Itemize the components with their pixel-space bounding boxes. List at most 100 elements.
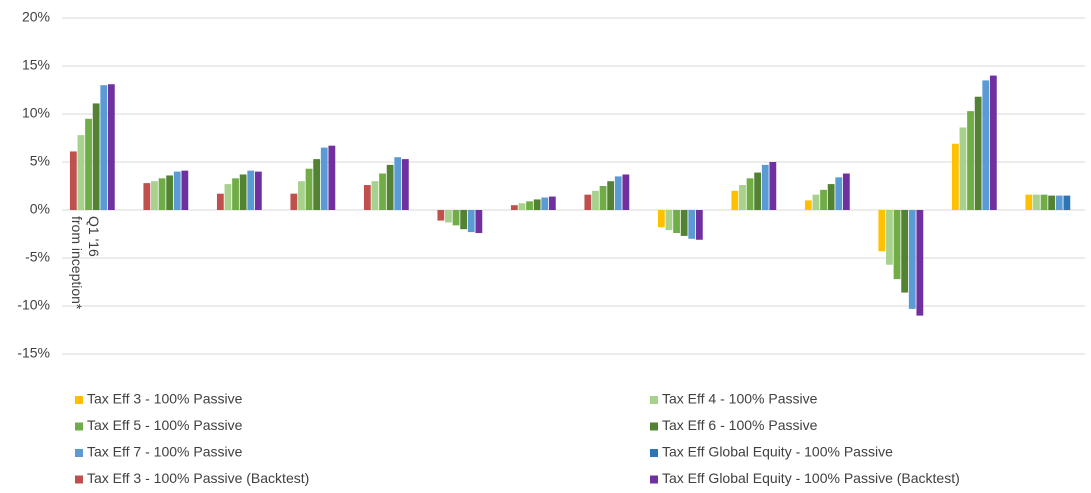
bar <box>982 80 990 211</box>
bar <box>475 210 483 234</box>
bar <box>886 210 893 265</box>
bar <box>69 151 77 210</box>
y-tick-label: 15% <box>22 57 50 73</box>
bar <box>688 210 696 239</box>
bar <box>592 190 599 210</box>
bar <box>445 210 452 223</box>
bar <box>254 171 262 210</box>
bar <box>622 174 630 210</box>
legend-swatch <box>650 449 658 457</box>
bar <box>820 189 827 210</box>
bar <box>181 170 189 210</box>
bar <box>959 127 967 210</box>
bar <box>769 162 777 210</box>
bar <box>526 201 533 210</box>
bar <box>224 184 232 210</box>
bar <box>533 199 541 210</box>
bar <box>1033 194 1040 210</box>
bar <box>151 181 158 210</box>
bar <box>599 186 607 210</box>
bar <box>1048 195 1056 210</box>
legend-label: Tax Eff Global Equity - 100% Passive <box>662 444 893 460</box>
bar <box>989 75 997 210</box>
y-tick-label: 0% <box>30 201 50 217</box>
bar <box>232 178 239 210</box>
bar <box>878 210 886 252</box>
bar <box>1055 195 1063 210</box>
bar <box>739 185 746 210</box>
bar <box>916 210 924 316</box>
legend-swatch <box>650 422 658 431</box>
bar <box>305 168 313 210</box>
x-tick-label: Q1 '16from inception* <box>69 216 102 310</box>
bar <box>967 111 974 210</box>
bar <box>510 205 518 210</box>
bar <box>437 210 445 221</box>
bar <box>746 178 754 210</box>
bar <box>657 210 665 228</box>
bar <box>754 172 762 210</box>
bar <box>460 210 468 230</box>
bar <box>607 181 615 210</box>
y-tick-label: 10% <box>22 105 50 121</box>
legend-swatch <box>75 449 83 457</box>
bar <box>216 193 224 210</box>
bar <box>107 84 115 210</box>
legend-label: Tax Eff 6 - 100% Passive <box>662 417 818 433</box>
bar <box>158 178 166 210</box>
bar <box>893 210 901 280</box>
legend-swatch <box>75 422 83 431</box>
bar <box>401 159 409 210</box>
bar <box>827 184 835 210</box>
bar <box>665 210 673 231</box>
bar <box>673 210 680 234</box>
bar <box>290 193 298 210</box>
bar <box>731 190 739 210</box>
bar <box>394 157 402 210</box>
bar <box>313 159 321 210</box>
bar <box>379 173 386 210</box>
y-tick-label: 5% <box>30 153 50 169</box>
y-tick-label: 20% <box>22 9 50 25</box>
bar <box>173 171 181 210</box>
bar <box>1040 194 1048 210</box>
y-tick-label: -5% <box>25 249 50 265</box>
bar <box>363 185 371 210</box>
bar <box>92 103 100 210</box>
bar <box>452 210 460 226</box>
bar <box>298 181 305 210</box>
bar <box>143 183 151 210</box>
bar <box>100 85 108 210</box>
legend-label: Tax Eff 7 - 100% Passive <box>87 444 243 460</box>
bar <box>166 175 174 210</box>
bar <box>320 147 328 210</box>
bar <box>1025 194 1033 210</box>
bar <box>85 118 92 210</box>
bar <box>695 210 703 240</box>
bar <box>584 194 592 210</box>
bar <box>835 177 843 210</box>
bar <box>239 174 247 210</box>
x-tick-line: from inception* <box>69 216 85 310</box>
bar <box>951 143 959 210</box>
legend-swatch <box>75 396 83 404</box>
legend-label: Tax Eff 3 - 100% Passive (Backtest) <box>87 470 309 486</box>
bar <box>518 203 526 210</box>
legend-swatch <box>650 396 658 404</box>
bar <box>812 194 820 210</box>
y-tick-label: -15% <box>17 345 50 361</box>
x-tick-line: Q1 '16 <box>86 216 102 257</box>
bar <box>77 135 85 210</box>
bar <box>908 210 916 309</box>
bar <box>548 196 556 210</box>
legend-label: Tax Eff 3 - 100% Passive <box>87 391 243 407</box>
bar <box>467 210 475 233</box>
bar <box>974 96 982 210</box>
bar <box>901 210 909 293</box>
legend-swatch <box>75 475 83 484</box>
bar <box>680 210 688 236</box>
bar <box>614 176 622 210</box>
legend-label: Tax Eff 5 - 100% Passive <box>87 417 243 433</box>
bar <box>541 197 549 210</box>
y-tick-label: -10% <box>17 297 50 313</box>
